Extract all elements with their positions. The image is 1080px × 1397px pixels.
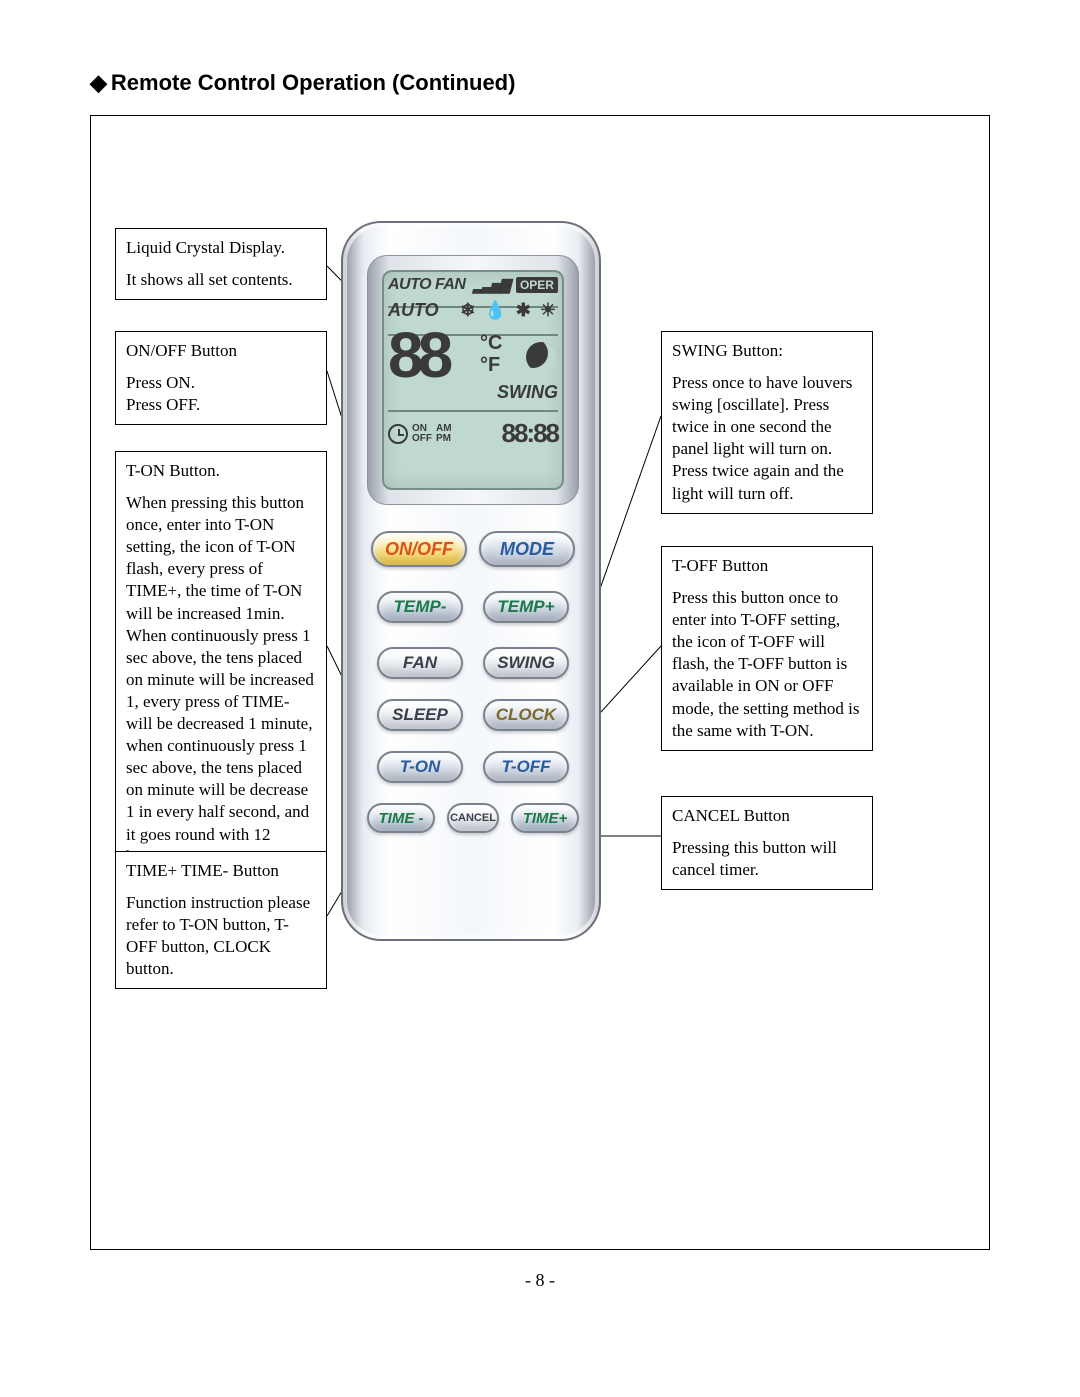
- clock-button[interactable]: CLOCK: [483, 699, 569, 731]
- lcd-swing: SWING: [497, 382, 558, 403]
- callout-swing-body: Press once to have louvers swing [oscill…: [672, 372, 862, 505]
- callout-cancel-hdr: CANCEL Button: [672, 805, 862, 827]
- callout-timepm-body: Function instruction please refer to T-O…: [126, 892, 316, 980]
- lcd-auto: AUTO: [388, 300, 439, 321]
- callout-onoff: ON/OFF Button Press ON. Press OFF.: [115, 331, 327, 425]
- callout-ton-body: When pressing this button once, enter in…: [126, 492, 316, 868]
- sleep-button[interactable]: SLEEP: [377, 699, 463, 731]
- t-off-button[interactable]: T-OFF: [483, 751, 569, 783]
- callout-ton-hdr: T-ON Button.: [126, 460, 316, 482]
- callout-onoff-hdr: ON/OFF Button: [126, 340, 316, 362]
- lcd-mode-icons: ❄ 💧 ✱ ☀: [460, 300, 558, 321]
- temp-plus-button[interactable]: TEMP+: [483, 591, 569, 623]
- lcd-am: AM: [436, 424, 452, 434]
- callout-ton: T-ON Button. When pressing this button o…: [115, 451, 327, 877]
- lcd-autofan: AUTO FAN: [388, 276, 465, 294]
- callout-lcd-hdr: Liquid Crystal Display.: [126, 237, 316, 259]
- lcd-off: OFF: [412, 434, 432, 444]
- callout-toff: T-OFF Button Press this button once to e…: [661, 546, 873, 751]
- callout-cancel: CANCEL Button Pressing this button will …: [661, 796, 873, 890]
- callout-timepm: TIME+ TIME- Button Function instruction …: [115, 851, 327, 989]
- lcd-display: AUTO FAN ▂▃▅▇ OPER AUTO ❄ 💧 ✱ ☀ 88 °C °F…: [382, 270, 564, 490]
- callout-timepm-hdr: TIME+ TIME- Button: [126, 860, 316, 882]
- callout-swing: SWING Button: Press once to have louvers…: [661, 331, 873, 514]
- lcd-pm: PM: [436, 434, 452, 444]
- mode-button[interactable]: MODE: [479, 531, 575, 567]
- lcd-temp-digits: 88: [388, 328, 447, 382]
- lcd-deg-c: °C: [480, 332, 502, 354]
- time-plus-button[interactable]: TIME+: [511, 803, 579, 833]
- fan-button[interactable]: FAN: [377, 647, 463, 679]
- lcd-frame: AUTO FAN ▂▃▅▇ OPER AUTO ❄ 💧 ✱ ☀ 88 °C °F…: [367, 255, 579, 505]
- lcd-fan-bars-icon: ▂▃▅▇: [473, 277, 508, 294]
- swing-button[interactable]: SWING: [483, 647, 569, 679]
- clock-icon: [388, 424, 408, 444]
- callout-swing-hdr: SWING Button:: [672, 340, 862, 362]
- callout-toff-hdr: T-OFF Button: [672, 555, 862, 577]
- callout-cancel-body: Pressing this button will cancel timer.: [672, 837, 862, 881]
- page-number: - 8 -: [0, 1270, 1080, 1291]
- diagram-frame: Liquid Crystal Display. It shows all set…: [90, 115, 990, 1250]
- moon-icon: [526, 342, 556, 372]
- page-title: Remote Control Operation (Continued): [90, 70, 515, 96]
- cancel-button[interactable]: CANCEL: [447, 803, 499, 833]
- callout-lcd-body: It shows all set contents.: [126, 269, 316, 291]
- onoff-button[interactable]: ON/OFF: [371, 531, 467, 567]
- time-minus-button[interactable]: TIME -: [367, 803, 435, 833]
- callout-toff-body: Press this button once to enter into T-O…: [672, 587, 862, 742]
- lcd-time-digits: 88:88: [502, 418, 559, 449]
- lcd-oper: OPER: [516, 277, 558, 293]
- callout-onoff-body: Press ON. Press OFF.: [126, 372, 316, 416]
- remote-body: AUTO FAN ▂▃▅▇ OPER AUTO ❄ 💧 ✱ ☀ 88 °C °F…: [341, 221, 601, 941]
- lcd-deg-f: °F: [480, 354, 502, 376]
- callout-lcd: Liquid Crystal Display. It shows all set…: [115, 228, 327, 300]
- lcd-on: ON: [412, 424, 432, 434]
- temp-minus-button[interactable]: TEMP-: [377, 591, 463, 623]
- t-on-button[interactable]: T-ON: [377, 751, 463, 783]
